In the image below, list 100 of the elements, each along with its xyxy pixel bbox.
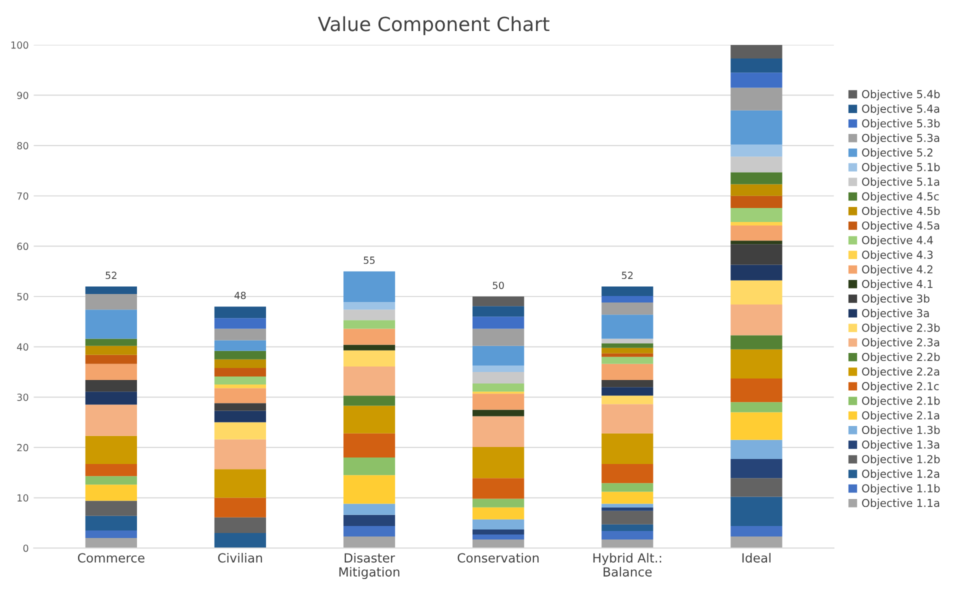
- bar: [343, 458, 396, 476]
- bar: [343, 366, 396, 396]
- bar: [602, 296, 654, 303]
- bar: [730, 280, 782, 305]
- bar: [730, 459, 782, 478]
- bar: [472, 478, 524, 499]
- bar: [85, 354, 137, 364]
- legend-label: Objective 4.5b: [862, 206, 940, 218]
- bar: [472, 365, 524, 372]
- bar: [602, 433, 654, 464]
- bar: [85, 294, 137, 310]
- bar: [472, 529, 524, 534]
- x-tick-label: Conservation: [458, 552, 539, 563]
- bar: [602, 356, 654, 364]
- bar: [85, 436, 137, 464]
- bar: [730, 58, 782, 73]
- legend-label: Objective 5.2: [862, 148, 932, 159]
- bar: [602, 353, 654, 357]
- bar: [85, 500, 137, 516]
- bar: [214, 318, 266, 329]
- legend-label: Objective 4.3: [862, 250, 933, 261]
- bar: [730, 536, 782, 548]
- bar: [602, 387, 654, 396]
- bar: [730, 196, 782, 208]
- legend-label: Objective 4.5a: [862, 221, 940, 232]
- x-tick-label: Commerce: [78, 553, 144, 563]
- bar: [214, 368, 266, 377]
- y-tick-label: 100: [11, 41, 28, 49]
- bar: [214, 403, 266, 411]
- bar: [602, 396, 654, 404]
- bar: [214, 439, 266, 470]
- legend-label: Objective 1.1a: [862, 498, 940, 510]
- bar: [214, 340, 266, 351]
- bar: [85, 380, 137, 392]
- bar: [472, 498, 524, 508]
- bar: [343, 344, 396, 350]
- legend-label: Objective 2.2a: [862, 367, 940, 378]
- legend-label: Objective 3b: [862, 294, 930, 305]
- bar: [343, 526, 396, 537]
- bar: [602, 314, 654, 339]
- x-tick-label: Civilian: [218, 552, 262, 563]
- bar: [602, 364, 654, 380]
- total-label: 52: [106, 272, 116, 280]
- bar: [472, 519, 524, 530]
- bar: [343, 350, 396, 366]
- bar: [602, 380, 654, 388]
- bar: [214, 517, 266, 533]
- bar: [730, 172, 782, 184]
- bar: [214, 306, 266, 318]
- bar: [730, 335, 782, 350]
- bar: [602, 302, 654, 315]
- bar: [730, 478, 782, 497]
- legend-label: Objective 4.5c: [862, 192, 939, 203]
- bar: [472, 534, 524, 540]
- bar: [472, 306, 524, 317]
- bar: [343, 433, 396, 458]
- total-label: 50: [492, 282, 504, 290]
- bar: [730, 222, 782, 226]
- bar: [730, 72, 782, 88]
- legend-label: Objective 5.1b: [862, 162, 940, 174]
- bar: [85, 464, 137, 476]
- y-tick-label: 70: [17, 192, 28, 200]
- bar: [472, 316, 524, 329]
- legend-label: Objective 1.3b: [862, 426, 940, 436]
- legend-label: Objective 5.3a: [862, 134, 940, 144]
- bar: [602, 540, 654, 548]
- legend-label: Objective 2.1a: [862, 411, 940, 422]
- bar: [214, 350, 266, 360]
- bar: [343, 320, 396, 329]
- bar: [730, 244, 782, 265]
- bar: [85, 516, 137, 530]
- chart-title: Value Component Chart: [318, 16, 550, 36]
- legend-label: Objective 2.1b: [862, 396, 940, 407]
- bar: [343, 536, 396, 548]
- bar: [602, 338, 654, 344]
- x-tick-label: Ideal: [742, 552, 770, 563]
- legend-label: Objective 4.4: [862, 236, 933, 246]
- legend-label: Objective 4.2: [862, 265, 932, 276]
- bar: [730, 144, 782, 157]
- bar: [214, 388, 266, 404]
- legend-label: Objective 2.3b: [862, 323, 940, 334]
- bar: [730, 349, 782, 379]
- y-tick-label: 20: [17, 444, 28, 452]
- bar: [730, 304, 782, 336]
- bar: [730, 44, 782, 59]
- y-tick-label: 90: [17, 92, 28, 100]
- bar: [214, 532, 266, 548]
- y-tick-label: 40: [16, 343, 28, 351]
- bar: [730, 88, 782, 110]
- bar: [343, 302, 396, 310]
- legend-label: Objective 5.3b: [862, 119, 940, 130]
- legend-label: Objective 5.1a: [862, 177, 940, 188]
- bar: [472, 416, 524, 447]
- bar: [343, 475, 396, 504]
- bar: [472, 384, 524, 392]
- total-label: 48: [234, 292, 246, 300]
- bar: [602, 524, 654, 531]
- bar: [343, 406, 396, 434]
- bar: [602, 286, 654, 296]
- bar: [602, 348, 654, 354]
